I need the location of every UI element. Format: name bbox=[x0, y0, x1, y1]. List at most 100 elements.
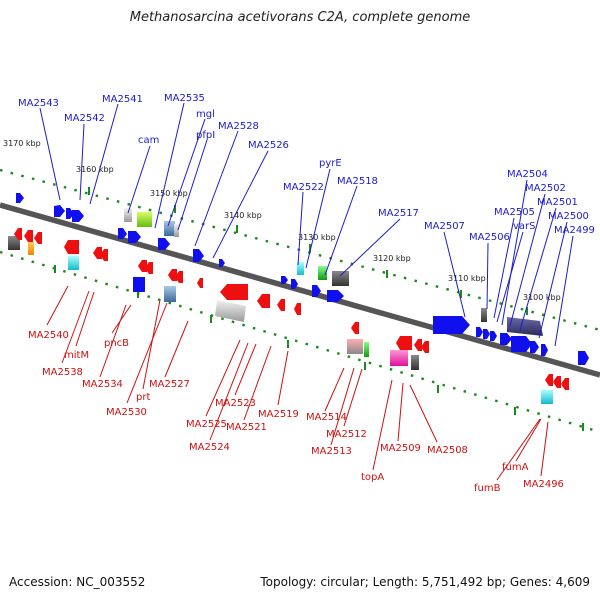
scale-label: 3130 kbp bbox=[298, 233, 336, 242]
gene-label: MA2530 bbox=[106, 407, 147, 418]
gene-box-gray bbox=[8, 236, 20, 250]
gene-label: MA2513 bbox=[311, 446, 352, 457]
accession-label: Accession: NC_003552 bbox=[9, 575, 146, 589]
gene-label: MA2525 bbox=[186, 419, 227, 430]
gene-box-gray bbox=[124, 208, 132, 222]
gene-label: MA2528 bbox=[218, 121, 259, 132]
gene-arrow-reverse bbox=[553, 376, 561, 388]
gene-arrow-forward bbox=[193, 249, 204, 262]
scale-label: 3170 kbp bbox=[3, 139, 41, 148]
scale-label: 3120 kbp bbox=[373, 254, 411, 263]
gene-label: cam bbox=[138, 135, 159, 146]
gene-box-orange bbox=[28, 242, 34, 255]
gene-box-lime bbox=[137, 212, 152, 227]
scale-label: 3150 kbp bbox=[150, 189, 188, 198]
gene-arrow-reverse bbox=[138, 260, 147, 272]
gene-arrow-forward bbox=[118, 228, 127, 239]
gene-label: pfpI bbox=[196, 130, 215, 141]
gene-arrow-forward bbox=[490, 331, 497, 341]
gene-arrow-reverse bbox=[257, 294, 270, 308]
gene-label: prt bbox=[136, 392, 150, 403]
gene-box-gray bbox=[411, 355, 419, 370]
gene-label: MA2519 bbox=[258, 409, 299, 420]
gene-label: MA2506 bbox=[469, 232, 510, 243]
gene-label: MA2538 bbox=[42, 367, 83, 378]
gene-box-cyan bbox=[68, 256, 79, 270]
gene-label: MA2522 bbox=[283, 182, 324, 193]
gene-label: mitM bbox=[64, 350, 89, 361]
gene-box-cyan bbox=[297, 262, 304, 275]
gene-arrow-reverse bbox=[100, 249, 108, 261]
gene-label: MA2541 bbox=[102, 94, 143, 105]
gene-label: MA2508 bbox=[427, 445, 468, 456]
gene-arrow-forward bbox=[16, 193, 24, 203]
gene-label: MA2524 bbox=[189, 442, 230, 453]
reverse-strand-special-genes bbox=[28, 242, 553, 404]
gene-box-blue bbox=[133, 277, 145, 292]
gene-arrow-forward bbox=[219, 259, 225, 267]
gene-label: MA2509 bbox=[380, 443, 421, 454]
gene-label: MA2514 bbox=[306, 412, 347, 423]
gene-box-dark bbox=[332, 271, 349, 286]
gene-arrow-forward bbox=[281, 276, 288, 284]
top-scale-track bbox=[0, 168, 600, 332]
gene-label: varS bbox=[513, 221, 536, 232]
gene-arrow-reverse bbox=[145, 262, 153, 274]
gene-arrow-reverse bbox=[14, 228, 22, 240]
gene-label: MA2535 bbox=[164, 93, 205, 104]
gene-arrow-reverse bbox=[421, 341, 429, 353]
gene-label: MA2543 bbox=[18, 98, 59, 109]
gene-label: MA2534 bbox=[82, 379, 123, 390]
gene-arrow-forward bbox=[483, 329, 490, 339]
gene-label: pyrE bbox=[319, 158, 342, 169]
gene-arrow-forward bbox=[291, 279, 298, 289]
gene-arrow-forward bbox=[433, 316, 470, 334]
scale-label: 3110 kbp bbox=[448, 274, 486, 283]
scale-label: 3140 kbp bbox=[224, 211, 262, 220]
gene-box-redgray bbox=[347, 339, 363, 354]
gene-label: MA2502 bbox=[525, 183, 566, 194]
gene-box-cyan bbox=[541, 390, 553, 404]
gene-box-navy bbox=[507, 317, 543, 336]
gene-label: MA2518 bbox=[337, 176, 378, 187]
gene-box-steel bbox=[164, 221, 175, 236]
gene-box-gray bbox=[174, 224, 179, 237]
gene-arrow-forward bbox=[128, 231, 141, 243]
gene-box-green bbox=[364, 342, 369, 357]
gene-label: pncB bbox=[104, 338, 129, 349]
gene-label: fumA bbox=[502, 462, 529, 473]
gene-arrow-forward bbox=[541, 344, 548, 356]
gene-arrow-reverse bbox=[64, 240, 79, 254]
gene-arrow-reverse bbox=[34, 232, 42, 244]
gene-label: mgl bbox=[196, 109, 215, 120]
gene-label: MA2512 bbox=[326, 429, 367, 440]
gene-arrow-reverse bbox=[24, 230, 33, 242]
gene-label: MA2540 bbox=[28, 330, 69, 341]
scale-label: 3100 kbp bbox=[523, 293, 561, 302]
top-label-leaders bbox=[39, 102, 574, 347]
gene-label: MA2527 bbox=[149, 379, 190, 390]
forward-strand-genes bbox=[16, 193, 589, 365]
gene-label: MA2504 bbox=[507, 169, 548, 180]
gene-label: MA2505 bbox=[494, 207, 535, 218]
gene-arrow-forward bbox=[327, 290, 344, 302]
gene-arrow-forward bbox=[500, 333, 512, 345]
reverse-strand-genes bbox=[14, 228, 569, 390]
gene-label: MA2496 bbox=[523, 479, 564, 490]
bottom-major-ticks bbox=[54, 265, 584, 431]
scale-labels: 3170 kbp 3160 kbp 3150 kbp 3140 kbp 3130… bbox=[3, 139, 561, 302]
gene-arrow-forward bbox=[312, 285, 321, 297]
gene-box-gray bbox=[481, 308, 487, 322]
gene-arrow-reverse bbox=[220, 284, 248, 300]
gene-arrow-reverse bbox=[545, 374, 553, 386]
gene-label: MA2517 bbox=[378, 208, 419, 219]
forward-strand-special-genes bbox=[8, 208, 543, 336]
gene-arrow-reverse bbox=[175, 271, 183, 283]
bottom-label-leaders bbox=[46, 285, 549, 481]
chromosome-backbone bbox=[0, 202, 600, 378]
gene-arrow-forward bbox=[530, 341, 539, 353]
gene-arrow-reverse bbox=[277, 299, 285, 311]
gene-arrow-reverse bbox=[414, 339, 422, 351]
gene-arrow-reverse bbox=[294, 303, 301, 315]
